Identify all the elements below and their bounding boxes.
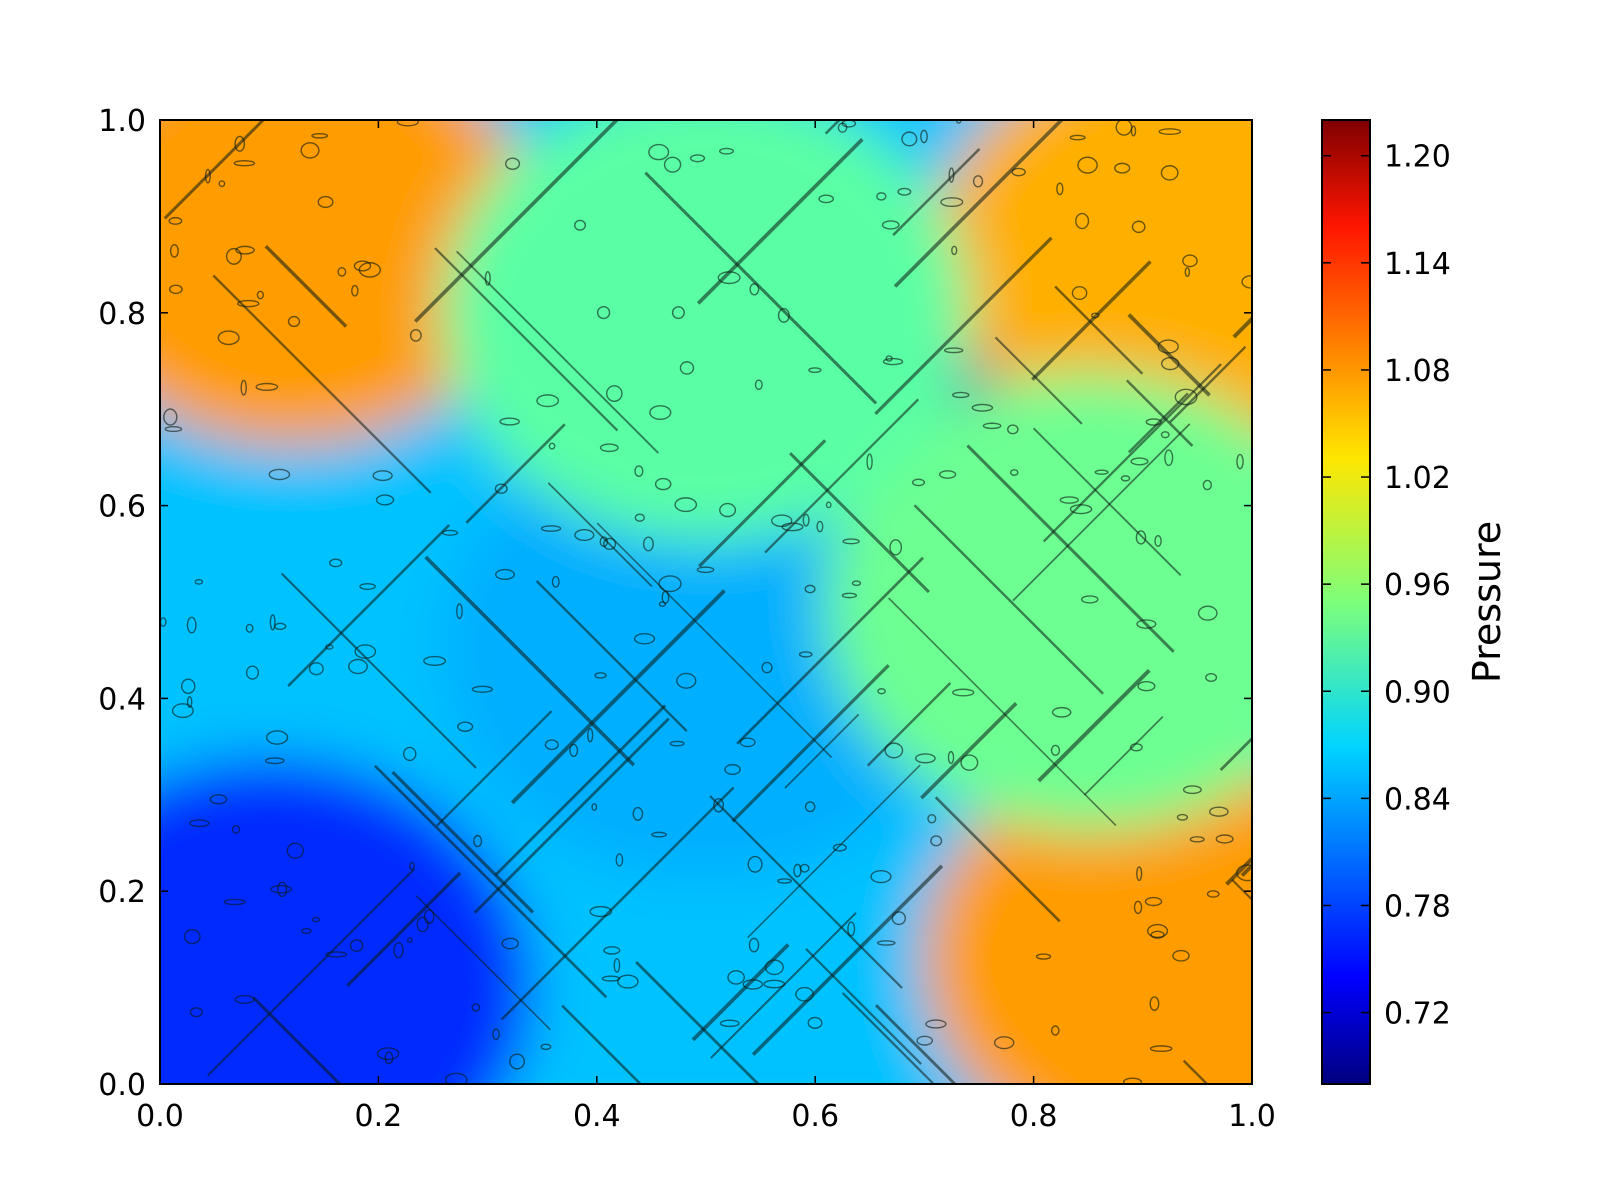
y-tick-label: 0.6 [98,490,146,525]
y-tick-label: 0.0 [98,1068,146,1103]
x-tick-label: 0.2 [355,1099,403,1134]
x-tick-label: 0.4 [573,1099,621,1134]
contour-line [826,0,1003,134]
colorbar [1322,120,1370,1084]
y-tick-label: 0.8 [98,297,146,332]
colorbar-tick-label: 0.78 [1384,889,1451,924]
y-tick-label: 1.0 [98,104,146,139]
colorbar-label: Pressure [1465,521,1509,683]
colorbar-tick-label: 1.20 [1384,140,1451,175]
colorbar-tick-label: 0.96 [1384,568,1451,603]
x-tick-label: 0.0 [136,1099,184,1134]
colorbar-tick-label: 0.84 [1384,782,1451,817]
region-bottom-left-low [5,758,534,1200]
colorbar-tick-label: 0.72 [1384,997,1451,1032]
x-tick-label: 0.6 [791,1099,839,1134]
y-tick-label: 0.4 [98,682,146,717]
y-tick-label: 0.2 [98,875,146,910]
region-top-mid-band [442,83,971,543]
colorbar-tick-label: 0.90 [1384,675,1451,710]
pressure-field [5,0,1435,1200]
colorbar-tick-label: 1.02 [1384,461,1451,496]
x-tick-label: 1.0 [1228,1099,1276,1134]
colorbar-tick-label: 1.14 [1384,247,1451,282]
x-tick-label: 0.8 [1010,1099,1058,1134]
colorbar-tick-label: 1.08 [1384,354,1451,389]
